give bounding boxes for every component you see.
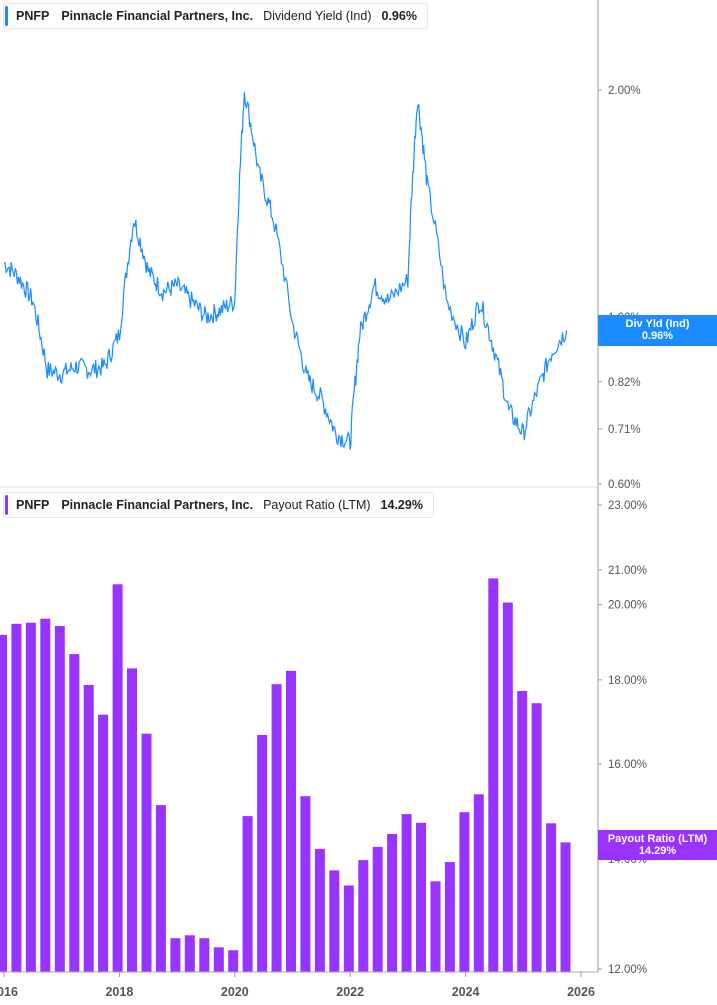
payout-bar — [416, 822, 426, 972]
payout-bar — [0, 634, 7, 972]
y-tick-label: 0.60% — [608, 479, 641, 491]
payout-bar — [401, 814, 412, 972]
y-tick-label: 23.00% — [608, 500, 647, 512]
payout-bar — [473, 794, 484, 972]
y-tick-label: 12.00% — [608, 964, 647, 976]
payout-bar — [184, 935, 195, 972]
payout-bar — [372, 846, 383, 972]
payout-bar — [54, 626, 65, 972]
company-name: Pinnacle Financial Partners, Inc. — [61, 498, 254, 512]
flag-label: Payout Ratio (LTM) — [607, 833, 708, 845]
payout-bar — [430, 881, 441, 972]
payout-bar — [502, 602, 513, 972]
payout-bar — [213, 947, 224, 972]
y-tick-label: 0.71% — [608, 424, 641, 436]
series-color-marker — [5, 6, 8, 26]
payout-bar — [40, 618, 51, 972]
bottom-legend: PNFP Pinnacle Financial Partners, Inc. P… — [3, 492, 434, 518]
payout-bar — [286, 670, 296, 972]
payout-bar — [517, 691, 528, 972]
payout-bar — [112, 584, 123, 972]
payout-bar — [25, 622, 36, 972]
payout-bar — [329, 870, 340, 972]
payout-bar — [199, 938, 210, 972]
payout-bar — [314, 848, 325, 972]
dividend-yield-line — [3, 92, 568, 450]
metric-value: 14.29% — [380, 498, 423, 512]
payout-bar — [271, 684, 282, 972]
payout-bar — [242, 816, 253, 972]
x-tick-label: 2022 — [336, 985, 364, 999]
payout-bar — [127, 668, 137, 972]
metric-value: 0.96% — [381, 9, 417, 23]
y-tick-label: 21.00% — [608, 565, 647, 577]
payout-bar — [228, 950, 239, 972]
metric-name: Dividend Yield (Ind) — [263, 9, 372, 23]
payout-bar — [11, 623, 22, 972]
x-tick-label: 2020 — [221, 985, 249, 999]
x-tick-label: 2016 — [0, 985, 18, 999]
payout-bar — [444, 862, 455, 972]
payout-bar — [343, 885, 354, 972]
y-tick-label: 20.00% — [608, 600, 647, 612]
payout-bar — [257, 735, 268, 972]
dividend-yield-flag: Div Yld (Ind) 0.96% — [598, 315, 717, 346]
top-y-axis-ticks: 2.00%1.00%0.93%0.82%0.71%0.60% — [598, 85, 641, 491]
payout-bar — [560, 842, 571, 972]
payout-bar — [98, 714, 109, 972]
payout-bar — [300, 796, 311, 972]
flag-label: Div Yld (Ind) — [625, 318, 690, 330]
payout-bar — [358, 860, 369, 972]
y-tick-label: 2.00% — [608, 85, 641, 97]
flag-value: 0.96% — [641, 330, 674, 342]
company-name: Pinnacle Financial Partners, Inc. — [61, 9, 254, 23]
series-color-marker — [5, 495, 8, 515]
payout-ratio-bars — [0, 578, 571, 972]
bottom-y-axis-ticks: 23.00%21.00%20.00%18.00%16.00%14.00%12.0… — [598, 500, 647, 976]
ticker-symbol: PNFP — [16, 9, 50, 23]
payout-bar — [387, 834, 398, 972]
x-tick-label: 2026 — [567, 985, 595, 999]
payout-ratio-flag: Payout Ratio (LTM) 14.29% — [598, 830, 717, 860]
payout-bar — [531, 703, 542, 972]
payout-bar — [69, 654, 80, 972]
ticker-symbol: PNFP — [16, 498, 50, 512]
payout-bar — [488, 578, 499, 972]
payout-bar — [459, 812, 470, 972]
payout-bar — [155, 805, 166, 972]
x-tick-label: 2024 — [452, 985, 480, 999]
metric-name: Payout Ratio (LTM) — [263, 498, 371, 512]
flag-value: 14.29% — [638, 845, 677, 857]
top-legend: PNFP Pinnacle Financial Partners, Inc. D… — [3, 3, 428, 29]
y-tick-label: 0.82% — [608, 377, 641, 389]
y-tick-label: 16.00% — [608, 759, 647, 771]
x-axis-ticks: 2016 2018 2020 2022 2024 2026 — [0, 972, 595, 999]
payout-bar — [546, 823, 557, 972]
payout-bar — [83, 685, 94, 972]
y-tick-label: 18.00% — [608, 675, 647, 687]
payout-bar — [170, 938, 181, 972]
x-tick-label: 2018 — [105, 985, 133, 999]
payout-bar — [141, 733, 152, 972]
